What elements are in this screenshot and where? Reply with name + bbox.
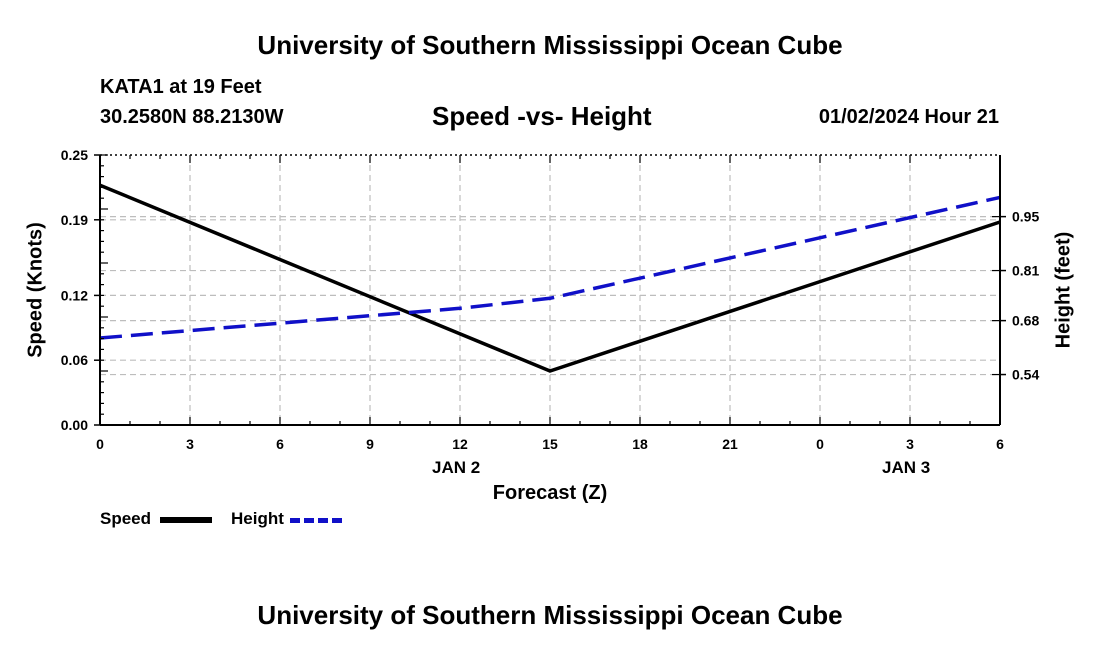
ticks-layer: 0 3 6 9 12 15 18 21 0 3 6 0.00 0.06 0.12 0.19 0.25 0.54 0… <box>61 147 1040 452</box>
x-tick-label: 18 <box>632 436 648 452</box>
footer-title: University of Southern Mississippi Ocean… <box>257 600 843 630</box>
x-tick-label: 3 <box>906 436 914 452</box>
y-right-tick-label: 0.95 <box>1012 209 1039 225</box>
x-tick-label: 15 <box>542 436 558 452</box>
x-tick-label: 9 <box>366 436 374 452</box>
x-tick-label: 0 <box>96 436 104 452</box>
legend-height-label: Height <box>231 509 284 528</box>
legend-height-swatch <box>290 518 342 523</box>
series-line-speed <box>99 183 1001 373</box>
y-right-tick-label: 0.81 <box>1012 263 1039 279</box>
x-tick-label: 6 <box>276 436 284 452</box>
y-axis-label-right: Height (feet) <box>1052 231 1075 349</box>
legend-speed-swatch <box>160 517 212 523</box>
day-label-jan2: JAN 2 <box>432 458 481 477</box>
y-left-tick-label: 0.00 <box>61 417 88 433</box>
x-tick-label: 6 <box>996 436 1004 452</box>
x-axis-label: Forecast (Z) <box>492 482 608 504</box>
y-left-tick-label: 0.25 <box>61 147 88 163</box>
y-right-tick-label: 0.68 <box>1012 313 1039 329</box>
station-name: KATA1 at 19 Feet <box>100 76 262 98</box>
y-axis-label-left: Speed (Knots) <box>24 222 47 358</box>
x-tick-label: 12 <box>452 436 468 452</box>
station-coords: 30.2580N 88.2130W <box>100 106 284 128</box>
chart-date: 01/02/2024 Hour 21 <box>818 106 999 128</box>
x-tick-label: 3 <box>186 436 194 452</box>
main-title: University of Southern Mississippi Ocean… <box>257 30 843 60</box>
series-layer <box>99 183 1001 373</box>
legend-speed-label: Speed <box>100 509 152 528</box>
series-line-height <box>99 195 1001 340</box>
day-label-jan3: JAN 3 <box>882 458 931 477</box>
y-right-tick-label: 0.54 <box>1012 367 1039 383</box>
y-left-tick-label: 0.06 <box>61 352 88 368</box>
chart-title: Speed -vs- Height <box>432 101 652 131</box>
x-tick-label: 21 <box>722 436 738 452</box>
y-left-tick-label: 0.12 <box>61 287 88 303</box>
x-tick-label: 0 <box>816 436 824 452</box>
y-left-tick-label: 0.19 <box>61 212 88 228</box>
grid-layer <box>100 155 1000 425</box>
